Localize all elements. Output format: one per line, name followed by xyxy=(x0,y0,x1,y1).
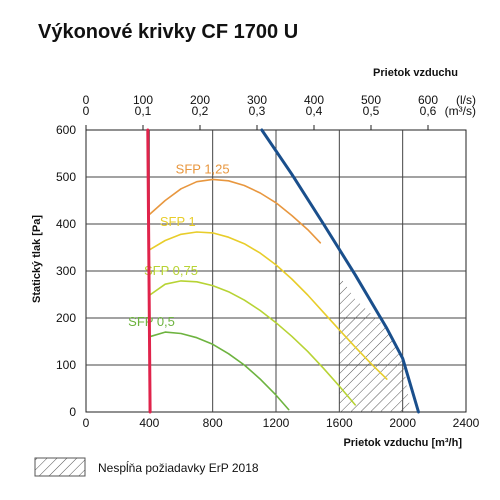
y-axis-label: Statický tlak [Pa] xyxy=(31,215,43,303)
x-tick-label: 1600 xyxy=(326,416,353,430)
erp-hatched-region xyxy=(339,275,411,412)
y-tick-label: 300 xyxy=(56,264,76,278)
top-tick-label-m3s: 0,6 xyxy=(420,104,437,118)
top-axis-label: Prietok vzduchu xyxy=(373,67,458,79)
top-tick-label-ls: 100 xyxy=(133,93,153,107)
y-tick-label: 200 xyxy=(56,311,76,325)
y-tick-label: 500 xyxy=(56,170,76,184)
top-tick-label-ls: 400 xyxy=(304,93,324,107)
x-tick-label: 800 xyxy=(203,416,223,430)
top-unit-m3s: (m³/s) xyxy=(445,104,476,118)
top-tick-label-ls: 500 xyxy=(361,93,381,107)
min-limit-line xyxy=(146,128,152,414)
y-tick-label: 100 xyxy=(56,358,76,372)
x-tick-label: 2000 xyxy=(389,416,416,430)
y-tick-label: 600 xyxy=(56,123,76,137)
top-tick-label-m3s: 0,3 xyxy=(249,104,266,118)
x-tick-label: 400 xyxy=(139,416,159,430)
y-tick-label: 0 xyxy=(69,405,76,419)
series-line-sfp-0-75 xyxy=(148,280,356,406)
top-unit-ls: (l/s) xyxy=(456,93,476,107)
top-tick-label-m3s: 0,4 xyxy=(306,104,323,118)
legend-hatch-swatch xyxy=(34,457,86,477)
max-limit-line xyxy=(260,128,420,414)
top-tick-label-ls: 200 xyxy=(190,93,210,107)
x-tick-label: 2400 xyxy=(453,416,480,430)
top-tick-label-ls: 600 xyxy=(418,93,438,107)
top-tick-label-ls: 0 xyxy=(83,93,90,107)
legend-label: Nespĺňa požiadavky ErP 2018 xyxy=(98,460,259,475)
series-line-sfp-0-5 xyxy=(148,331,290,411)
x-axis-label: Prietok vzduchu [m³/h] xyxy=(343,437,462,449)
series-line-sfp-1-25 xyxy=(148,178,322,244)
top-tick-label-ls: 300 xyxy=(247,93,267,107)
series-label: SFP 1,25 xyxy=(176,161,230,176)
series-label: SFP 0,75 xyxy=(144,263,198,278)
top-tick-label-m3s: 0,5 xyxy=(363,104,380,118)
chart-title: Výkonové krivky CF 1700 U xyxy=(38,21,298,43)
x-tick-label: 0 xyxy=(83,416,90,430)
series-label: SFP 1 xyxy=(160,214,196,229)
x-tick-label: 1200 xyxy=(263,416,290,430)
top-tick-label-m3s: 0 xyxy=(83,104,90,118)
top-tick-label-m3s: 0,1 xyxy=(135,104,152,118)
y-tick-label: 400 xyxy=(56,217,76,231)
series-label: SFP 0,5 xyxy=(128,314,175,329)
series-line-sfp-1 xyxy=(148,231,388,380)
top-tick-label-m3s: 0,2 xyxy=(192,104,209,118)
